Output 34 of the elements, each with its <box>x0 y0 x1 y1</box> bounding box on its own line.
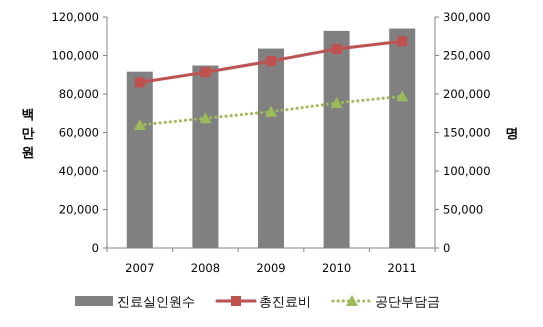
point <box>332 44 342 54</box>
point <box>134 77 145 88</box>
legend-label: 공단부담금 <box>375 295 440 310</box>
point <box>396 90 408 102</box>
point <box>134 118 146 130</box>
x-tick-label: 2011 <box>388 261 417 275</box>
point <box>397 36 408 46</box>
point <box>330 97 343 108</box>
x-tick-label: 2010 <box>322 261 352 275</box>
point <box>265 106 277 117</box>
y2-tick-label: 200,000 <box>443 87 491 101</box>
x-tick-label: 2008 <box>190 261 220 275</box>
x-tick-label: 2009 <box>256 261 286 275</box>
y2-tick-label: 300,000 <box>443 10 491 24</box>
y2-tick-label: 0 <box>443 241 450 255</box>
axis-title: 명 <box>506 126 518 142</box>
point <box>200 67 210 78</box>
y-tick-label: 80,000 <box>58 87 99 101</box>
y2-tick-label: 100,000 <box>443 164 491 178</box>
legend-label: 진료실인원수 <box>117 295 195 310</box>
legend-label: 총진료비 <box>259 295 311 310</box>
y2-tick-label: 50,000 <box>443 202 484 216</box>
y-tick-label: 40,000 <box>58 164 99 178</box>
y2-tick-label: 150,000 <box>443 126 491 140</box>
y-tick-label: 120,000 <box>51 10 99 24</box>
y-tick-label: 20,000 <box>58 202 99 216</box>
y-tick-label: 100,000 <box>51 48 99 62</box>
x-tick-label: 2007 <box>125 261 154 275</box>
point <box>199 112 212 124</box>
y-tick-label: 60,000 <box>58 126 99 140</box>
y-tick-label: 0 <box>92 241 99 255</box>
axis-title: 백만원 <box>22 108 34 160</box>
point <box>266 56 276 66</box>
y2-tick-label: 250,000 <box>443 48 491 62</box>
